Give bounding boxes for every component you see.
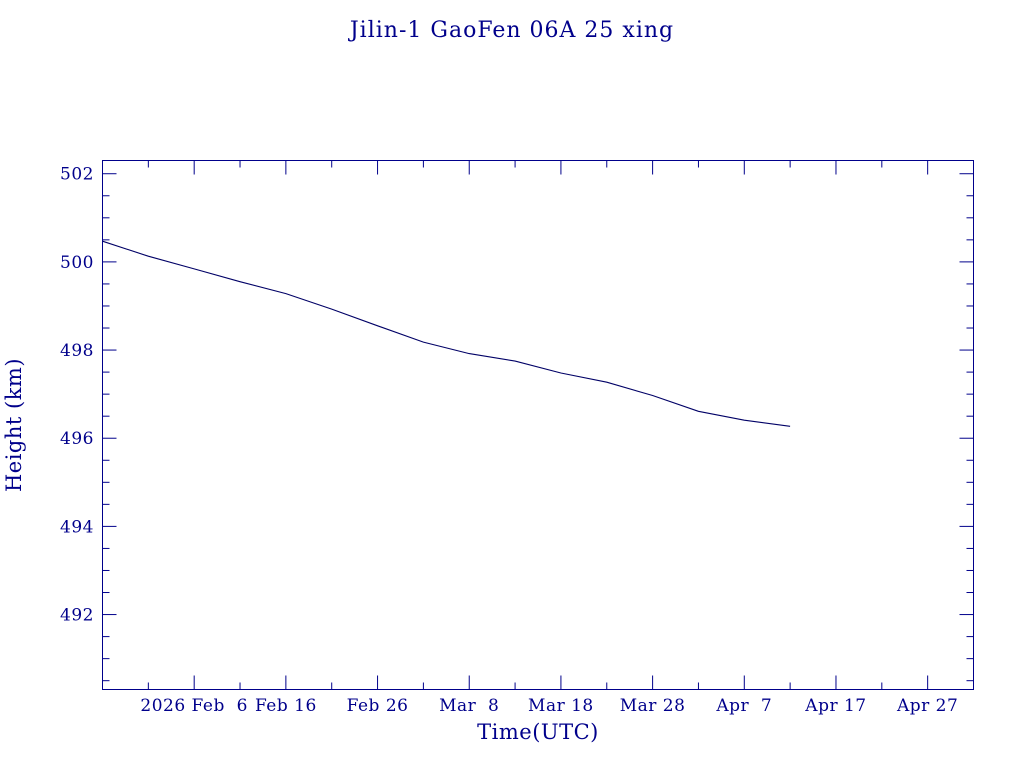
y-axis-title: Height (km) bbox=[2, 358, 26, 492]
series-line bbox=[102, 240, 791, 427]
y-tick-label: 498 bbox=[60, 341, 94, 361]
series-group bbox=[102, 240, 791, 427]
y-tick-label: 500 bbox=[60, 253, 94, 273]
x-tick-label: Apr 17 bbox=[804, 696, 866, 716]
x-tick-label: Apr 7 bbox=[715, 696, 772, 716]
x-tick-labels: 2026 Feb 6 Feb 16 Feb 26 Mar 8 Mar 18 Mar 28 A… bbox=[140, 696, 958, 716]
y-tick-label: 494 bbox=[60, 517, 94, 537]
plot-frame bbox=[102, 160, 974, 690]
axis-ticks bbox=[102, 160, 974, 690]
x-tick-label: Mar 18 bbox=[528, 696, 594, 716]
chart-title: Jilin-1 GaoFen 06A 25 xing bbox=[348, 18, 674, 43]
x-axis-title: Time(UTC) bbox=[477, 720, 599, 744]
x-tick-label: Feb 16 bbox=[255, 696, 317, 716]
x-tick-label: Mar 8 bbox=[439, 696, 499, 716]
x-tick-label: Feb 26 bbox=[347, 696, 409, 716]
x-tick-label: Apr 27 bbox=[896, 696, 958, 716]
y-tick-label: 492 bbox=[60, 606, 94, 626]
y-tick-label: 496 bbox=[60, 429, 94, 449]
x-tick-label: 2026 Feb 6 bbox=[140, 696, 248, 716]
y-tick-label: 502 bbox=[60, 165, 94, 185]
y-tick-labels: 492 494 496 498 500 502 bbox=[60, 165, 94, 626]
x-tick-label: Mar 28 bbox=[620, 696, 686, 716]
